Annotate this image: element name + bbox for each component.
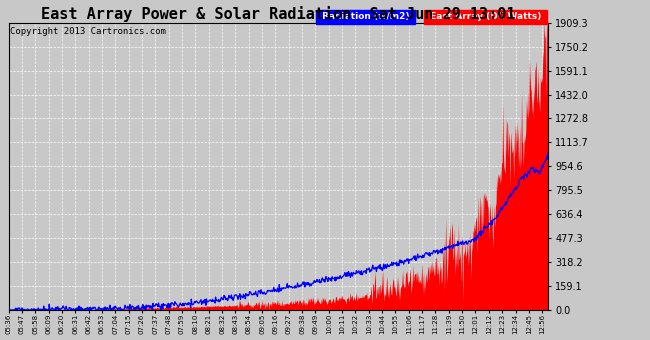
Title: East Array Power & Solar Radiation  Sat Jun 29 13:01: East Array Power & Solar Radiation Sat J… xyxy=(41,5,515,21)
Text: East Array (DC Watts): East Array (DC Watts) xyxy=(427,12,544,21)
Text: Copyright 2013 Cartronics.com: Copyright 2013 Cartronics.com xyxy=(10,27,166,36)
Text: Radiation (w/m2): Radiation (w/m2) xyxy=(319,12,413,21)
